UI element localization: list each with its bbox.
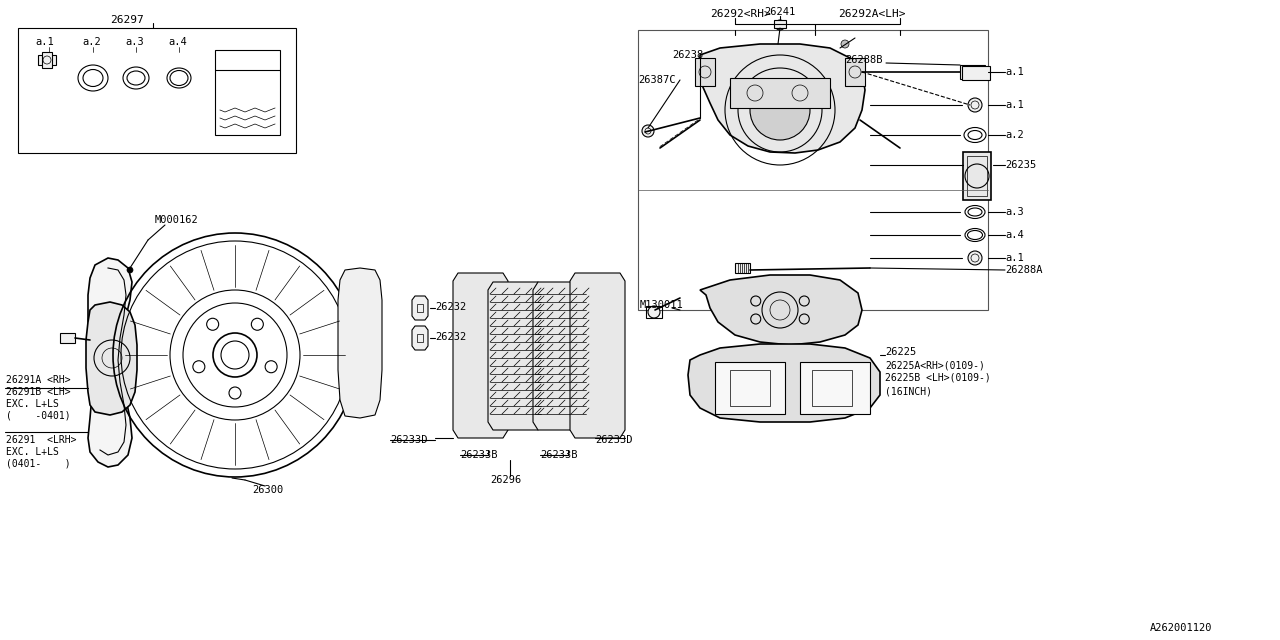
Polygon shape xyxy=(532,282,588,430)
Text: a.1: a.1 xyxy=(1005,67,1024,77)
Text: a.2: a.2 xyxy=(82,37,101,47)
Bar xyxy=(845,58,865,86)
Text: 26291A <RH>: 26291A <RH> xyxy=(6,375,70,385)
Text: 26225: 26225 xyxy=(884,347,916,357)
Bar xyxy=(812,370,852,406)
Circle shape xyxy=(648,306,660,318)
Text: EXC. L+LS: EXC. L+LS xyxy=(6,447,59,457)
Text: 26292A<LH>: 26292A<LH> xyxy=(838,9,905,19)
Text: M000162: M000162 xyxy=(155,215,198,225)
Circle shape xyxy=(774,20,785,30)
Text: 26233D: 26233D xyxy=(595,435,632,445)
Polygon shape xyxy=(570,273,625,438)
Text: a.4: a.4 xyxy=(168,37,187,47)
Text: a.1: a.1 xyxy=(1005,100,1024,110)
Bar xyxy=(646,306,662,318)
Text: 26233D: 26233D xyxy=(390,435,428,445)
Polygon shape xyxy=(88,258,132,467)
Circle shape xyxy=(127,267,133,273)
Text: a.3: a.3 xyxy=(125,37,143,47)
Text: a.1: a.1 xyxy=(1005,253,1024,263)
Text: 26288B: 26288B xyxy=(845,55,882,65)
Bar xyxy=(18,28,296,153)
Bar xyxy=(417,304,422,312)
Text: 26238: 26238 xyxy=(672,50,703,60)
Text: a.4: a.4 xyxy=(1005,230,1024,240)
Polygon shape xyxy=(488,282,543,430)
Bar xyxy=(60,333,76,343)
Bar xyxy=(960,65,986,79)
Bar xyxy=(695,58,716,86)
Polygon shape xyxy=(412,326,428,350)
Circle shape xyxy=(841,40,849,48)
Bar xyxy=(774,20,786,28)
Bar xyxy=(963,152,991,200)
Circle shape xyxy=(643,125,654,137)
Bar xyxy=(735,263,750,273)
Text: 26288A: 26288A xyxy=(1005,265,1042,275)
Circle shape xyxy=(968,98,982,112)
Text: 26241: 26241 xyxy=(764,7,796,17)
Bar xyxy=(637,30,988,310)
Text: 26232: 26232 xyxy=(435,302,466,312)
Text: 26225B <LH>(0109-): 26225B <LH>(0109-) xyxy=(884,373,991,383)
Bar xyxy=(215,50,280,135)
Text: 26300: 26300 xyxy=(252,485,283,495)
Circle shape xyxy=(750,80,810,140)
Text: (    -0401): ( -0401) xyxy=(6,411,70,421)
Circle shape xyxy=(968,251,982,265)
Text: 26235: 26235 xyxy=(1005,160,1037,170)
Text: M130011: M130011 xyxy=(640,300,684,310)
Polygon shape xyxy=(700,275,861,345)
Text: (0401-    ): (0401- ) xyxy=(6,459,70,469)
Polygon shape xyxy=(689,344,881,422)
Polygon shape xyxy=(453,273,508,438)
Bar xyxy=(42,52,52,68)
Polygon shape xyxy=(700,44,865,153)
Polygon shape xyxy=(412,296,428,320)
Text: 26233B: 26233B xyxy=(460,450,498,460)
Text: 26291B <LH>: 26291B <LH> xyxy=(6,387,70,397)
Text: 26291  <LRH>: 26291 <LRH> xyxy=(6,435,77,445)
Bar xyxy=(966,156,987,196)
Bar xyxy=(730,370,771,406)
Text: 26292<RH>: 26292<RH> xyxy=(710,9,771,19)
Text: A262001120: A262001120 xyxy=(1149,623,1212,633)
Bar xyxy=(800,362,870,414)
Text: a.2: a.2 xyxy=(1005,130,1024,140)
Text: 26297: 26297 xyxy=(110,15,143,25)
Text: a.3: a.3 xyxy=(1005,207,1024,217)
Polygon shape xyxy=(338,268,381,418)
Text: 26233B: 26233B xyxy=(540,450,577,460)
Text: EXC. L+LS: EXC. L+LS xyxy=(6,399,59,409)
Text: 26232: 26232 xyxy=(435,332,466,342)
Text: 26387C: 26387C xyxy=(637,75,676,85)
Text: 26296: 26296 xyxy=(490,475,521,485)
Bar xyxy=(38,55,56,65)
Bar xyxy=(716,362,785,414)
Bar xyxy=(963,66,989,80)
Text: (16INCH): (16INCH) xyxy=(884,386,932,396)
Bar xyxy=(730,78,829,108)
Text: 26225A<RH>(0109-): 26225A<RH>(0109-) xyxy=(884,360,984,370)
Bar xyxy=(417,334,422,342)
Polygon shape xyxy=(86,302,137,415)
Text: a.1: a.1 xyxy=(35,37,54,47)
